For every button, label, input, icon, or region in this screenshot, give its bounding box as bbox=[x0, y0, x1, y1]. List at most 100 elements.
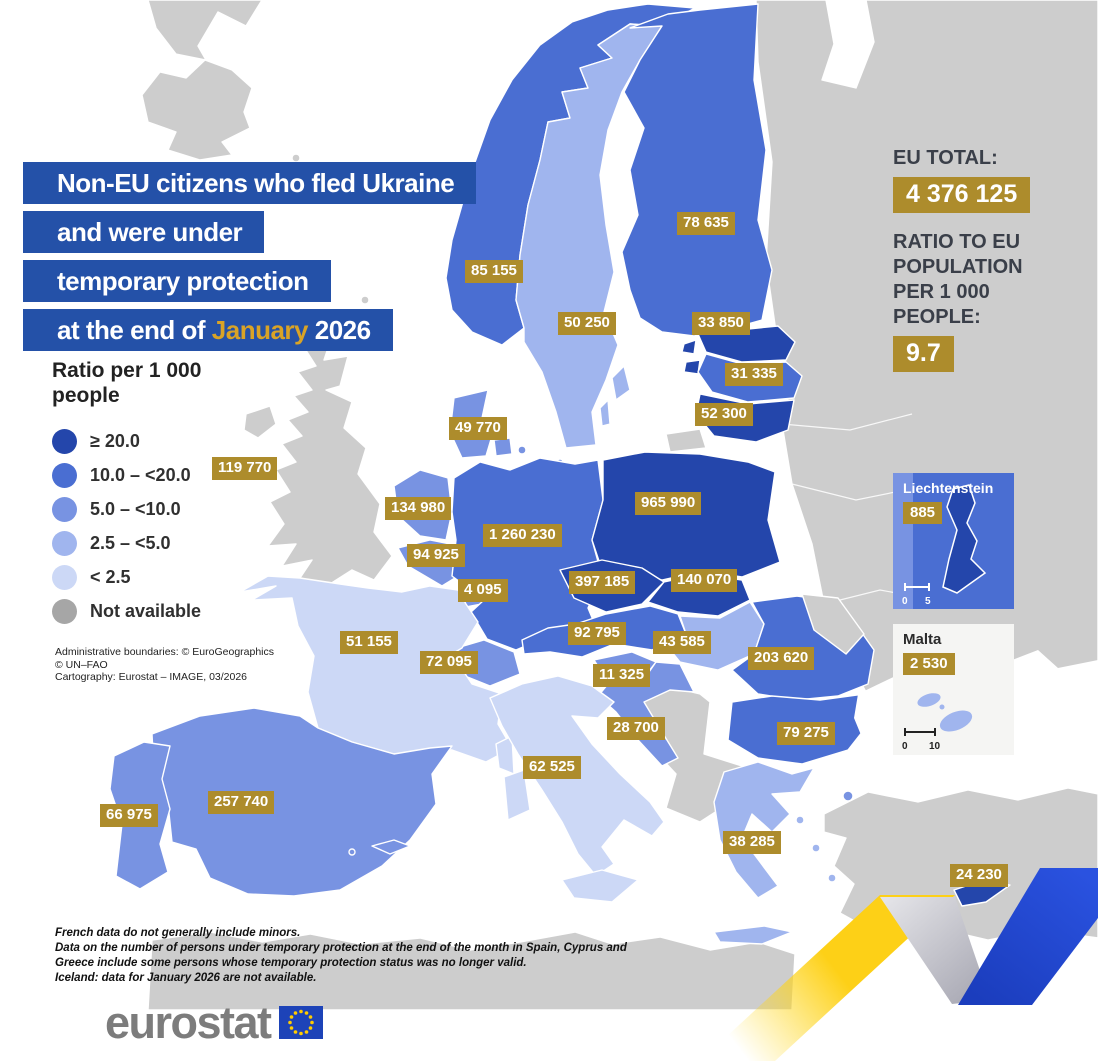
title-line-3: temporary protection bbox=[23, 260, 331, 302]
value-label-netherlands: 134 980 bbox=[385, 497, 452, 520]
attribution-line-2: © UN–FAO bbox=[55, 658, 108, 671]
island-zealand bbox=[493, 437, 513, 457]
island-sardinia bbox=[503, 769, 531, 821]
legend-item-na: Not available bbox=[52, 594, 201, 628]
eu-flag-icon bbox=[278, 1006, 323, 1039]
value-label-austria: 92 795 bbox=[568, 622, 626, 645]
title-line-4-month: January bbox=[211, 315, 309, 345]
inset-malta: 0 10 Malta 2 530 bbox=[893, 624, 1014, 755]
value-label-norway: 85 155 bbox=[465, 260, 523, 283]
legend-label: 5.0 – <10.0 bbox=[90, 498, 181, 519]
eurostat-wordmark: eurostat bbox=[105, 997, 272, 1048]
island-oland bbox=[599, 399, 611, 427]
islands-balearic bbox=[371, 839, 411, 855]
region-iceland bbox=[141, 59, 253, 161]
value-label-liechtenstein: 885 bbox=[903, 502, 943, 524]
ratio-value: 9.7 bbox=[893, 336, 954, 372]
value-label-poland: 965 990 bbox=[635, 492, 702, 515]
value-label-sweden: 50 250 bbox=[558, 312, 616, 335]
region-northern-ireland bbox=[243, 405, 277, 439]
eu-total-label: EU TOTAL: bbox=[893, 147, 998, 169]
country-finland bbox=[621, 3, 773, 337]
region-kaliningrad bbox=[665, 428, 707, 453]
island-saaremaa bbox=[681, 339, 697, 355]
inset-mt-scale-start: 0 bbox=[902, 741, 908, 752]
value-label-cyprus: 24 230 bbox=[950, 864, 1008, 887]
value-label-finland: 78 635 bbox=[677, 212, 735, 235]
legend-item-ge20: ≥ 20.0 bbox=[52, 424, 201, 458]
island-comino bbox=[939, 704, 945, 710]
attribution-line-1: Administrative boundaries: © EuroGeograp… bbox=[55, 646, 275, 658]
value-label-romania: 203 620 bbox=[748, 647, 815, 670]
summary-panel: EU TOTAL: 4 376 125 RATIO TO EU POPULATI… bbox=[893, 146, 1053, 372]
region-united-kingdom bbox=[267, 335, 393, 585]
value-label-spain: 257 740 bbox=[208, 791, 275, 814]
inset-liechtenstein: 0 5 Liechtenstein 885 bbox=[893, 473, 1014, 609]
title-line-4-prefix: at the end of bbox=[57, 315, 212, 345]
ratio-label: RATIO TO EU POPULATION PER 1 000 PEOPLE: bbox=[893, 231, 1023, 328]
value-label-luxembourg: 4 095 bbox=[458, 579, 508, 602]
island-aegean-3 bbox=[827, 873, 837, 883]
inset-malta-title: Malta bbox=[903, 631, 942, 648]
legend-label: Not available bbox=[90, 600, 202, 621]
inset-mt-scale-end: 10 bbox=[929, 741, 941, 752]
legend-item-lt2p5: < 2.5 bbox=[52, 560, 201, 594]
island-funen bbox=[517, 445, 527, 455]
legend-item-10-20: 10.0 – <20.0 bbox=[52, 458, 201, 492]
value-label-hungary: 43 585 bbox=[653, 631, 711, 654]
value-label-switzerland: 72 095 bbox=[420, 651, 478, 674]
value-label-czechia: 397 185 bbox=[569, 571, 636, 594]
legend-heading: Ratio per 1 000 people bbox=[52, 359, 202, 407]
value-label-bulgaria: 79 275 bbox=[777, 722, 835, 745]
legend-swatch-ge20 bbox=[52, 428, 77, 454]
attribution: Administrative boundaries: © EuroGeograp… bbox=[55, 646, 274, 684]
attribution-line-3: Cartography: Eurostat – IMAGE, 03/2026 bbox=[55, 671, 248, 683]
legend-label: ≥ 20.0 bbox=[90, 430, 140, 451]
footnote-3: Iceland: data for January 2026 are not a… bbox=[55, 972, 317, 984]
country-poland bbox=[591, 451, 781, 581]
value-label-croatia: 28 700 bbox=[607, 717, 665, 740]
country-greece bbox=[713, 761, 815, 899]
value-label-slovakia: 140 070 bbox=[671, 569, 738, 592]
island-aegean-1 bbox=[795, 815, 805, 825]
ribbon-yellow bbox=[700, 895, 955, 1061]
legend-label: 2.5 – <5.0 bbox=[90, 532, 171, 553]
title-line-1: Non-EU citizens who fled Ukraine bbox=[23, 162, 477, 204]
eurostat-logo: eurostat bbox=[105, 1000, 323, 1045]
inset-malta-map: 0 10 bbox=[902, 693, 973, 752]
legend-label: < 2.5 bbox=[90, 566, 131, 587]
island-sicily bbox=[561, 869, 639, 903]
footnotes: French data do not generally include min… bbox=[55, 926, 627, 986]
legend-swatch-2p5-5 bbox=[52, 530, 77, 556]
island-ibiza bbox=[348, 848, 356, 856]
legend-label: 10.0 – <20.0 bbox=[90, 464, 191, 485]
island-hiiumaa bbox=[683, 359, 701, 375]
footnote-1: French data do not generally include min… bbox=[55, 927, 301, 939]
inset-li-scalebar bbox=[904, 583, 930, 591]
title-line-4-year: 2026 bbox=[308, 315, 371, 345]
footnote-2: Data on the number of persons under temp… bbox=[55, 942, 627, 969]
legend-swatch-na bbox=[52, 598, 77, 624]
value-label-greece: 38 285 bbox=[723, 831, 781, 854]
legend-swatch-lt2p5 bbox=[52, 564, 77, 590]
region-shetland bbox=[360, 295, 370, 305]
title-line-4: at the end of January 2026 bbox=[23, 309, 393, 351]
inset-liechtenstein-title: Liechtenstein bbox=[903, 480, 994, 496]
island-malta bbox=[939, 710, 973, 732]
island-aegean-2 bbox=[811, 843, 821, 853]
value-label-latvia: 31 335 bbox=[725, 363, 783, 386]
value-label-germany: 1 260 230 bbox=[483, 524, 562, 547]
country-sweden bbox=[515, 23, 663, 449]
legend-item-5-10: 5.0 – <10.0 bbox=[52, 492, 201, 526]
country-liechtenstein-shape bbox=[942, 484, 987, 594]
island-lesbos bbox=[842, 790, 854, 802]
region-greenland-tip bbox=[147, 0, 263, 61]
value-label-belgium: 94 925 bbox=[407, 544, 465, 567]
value-label-denmark: 49 770 bbox=[449, 417, 507, 440]
island-gozo bbox=[917, 693, 941, 707]
ribbon-grey-fold bbox=[880, 897, 990, 1004]
value-label-estonia: 33 850 bbox=[692, 312, 750, 335]
value-label-malta: 2 530 bbox=[903, 653, 955, 675]
value-label-lithuania: 52 300 bbox=[695, 403, 753, 426]
legend: ≥ 20.0 10.0 – <20.0 5.0 – <10.0 2.5 – <5… bbox=[52, 424, 201, 628]
